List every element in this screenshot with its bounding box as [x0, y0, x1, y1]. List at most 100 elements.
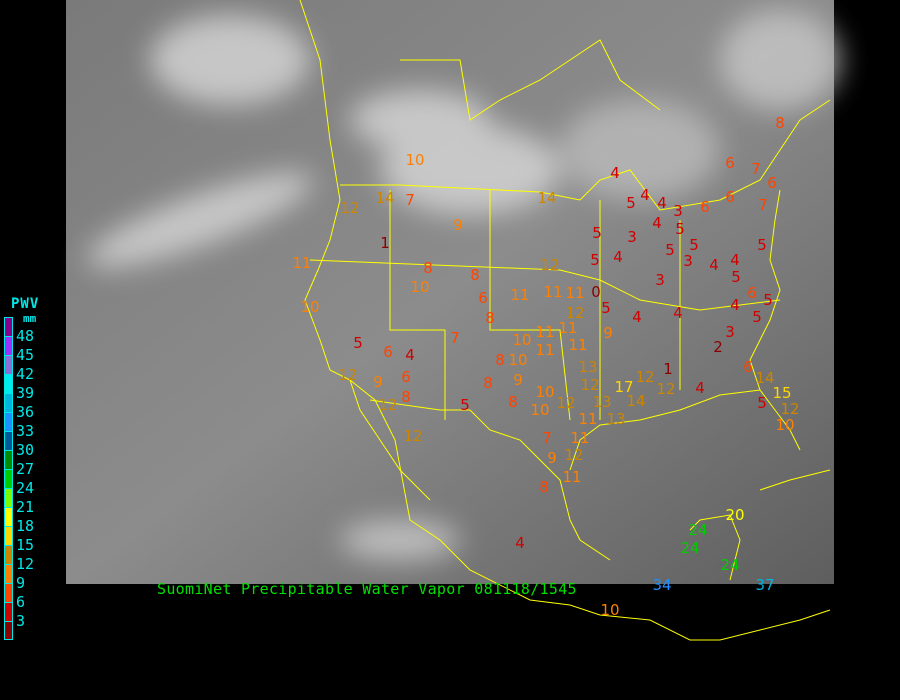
legend-swatch — [4, 355, 13, 374]
legend-label: 42 — [16, 365, 35, 383]
station-pwv-value: 12 — [340, 199, 359, 217]
station-pwv-value: 11 — [543, 283, 562, 301]
legend-swatch — [4, 393, 13, 412]
legend-swatch — [4, 450, 13, 469]
station-pwv-value: 12 — [656, 380, 675, 398]
legend-label: 18 — [16, 517, 35, 535]
station-pwv-value: 8 — [495, 351, 505, 369]
station-pwv-value: 4 — [730, 296, 740, 314]
legend-swatch — [4, 336, 13, 355]
station-pwv-value: 3 — [725, 323, 735, 341]
boundary-lines — [299, 0, 831, 641]
station-pwv-value: 13 — [606, 410, 625, 428]
legend-swatch — [4, 507, 13, 526]
station-pwv-value: 9 — [547, 449, 557, 467]
legend-label: 45 — [16, 346, 35, 364]
station-pwv-value: 15 — [772, 384, 791, 402]
station-pwv-value: 2 — [713, 338, 723, 356]
station-pwv-value: 4 — [613, 248, 623, 266]
station-pwv-value: 11 — [562, 468, 581, 486]
legend-label: 9 — [16, 574, 26, 592]
legend-swatch — [4, 526, 13, 545]
station-pwv-value: 6 — [401, 368, 411, 386]
station-pwv-value: 4 — [405, 346, 415, 364]
legend-label: 21 — [16, 498, 35, 516]
station-pwv-value: 4 — [652, 214, 662, 232]
legend-label: 27 — [16, 460, 35, 478]
legend-label: 36 — [16, 403, 35, 421]
station-pwv-value: 3 — [655, 271, 665, 289]
station-pwv-value: 11 — [578, 410, 597, 428]
station-pwv-value: 5 — [757, 236, 767, 254]
legend-title: PWV — [11, 296, 40, 312]
legend-unit: mm — [23, 312, 37, 325]
station-pwv-value: 12 — [338, 366, 357, 384]
station-pwv-value: 8 — [470, 266, 480, 284]
station-pwv-value: 5 — [689, 236, 699, 254]
station-pwv-value: 10 — [300, 298, 319, 316]
station-pwv-value: 8 — [423, 259, 433, 277]
legend-label: 48 — [16, 327, 35, 345]
station-pwv-value: 24 — [720, 556, 739, 574]
station-pwv-value: 7 — [751, 160, 761, 178]
station-pwv-value: 6 — [725, 154, 735, 172]
station-pwv-value: 8 — [401, 388, 411, 406]
station-pwv-value: 8 — [485, 309, 495, 327]
station-pwv-value: 12 — [580, 376, 599, 394]
station-pwv-value: 8 — [483, 374, 493, 392]
station-pwv-value: 13 — [592, 393, 611, 411]
legend-label: 33 — [16, 422, 35, 440]
station-pwv-value: 6 — [747, 284, 757, 302]
station-pwv-value: 11 — [568, 336, 587, 354]
station-pwv-value: 9 — [373, 373, 383, 391]
station-pwv-value: 5 — [590, 251, 600, 269]
station-pwv-value: 12 — [564, 446, 583, 464]
station-pwv-value: 3 — [673, 202, 683, 220]
station-pwv-value: 11 — [292, 254, 311, 272]
station-pwv-value: 12 — [635, 368, 654, 386]
station-pwv-value: 4 — [515, 534, 525, 552]
legend-swatch — [4, 583, 13, 602]
station-pwv-value: 11 — [570, 429, 589, 447]
station-pwv-value: 14 — [755, 369, 774, 387]
station-pwv-value: 7 — [405, 191, 415, 209]
legend-label: 39 — [16, 384, 35, 402]
station-pwv-value: 3 — [683, 252, 693, 270]
station-pwv-value: 14 — [626, 392, 645, 410]
station-pwv-value: 5 — [675, 220, 685, 238]
station-pwv-value: 10 — [512, 331, 531, 349]
legend-swatch — [4, 621, 13, 640]
station-pwv-value: 8 — [508, 393, 518, 411]
station-pwv-value: 11 — [535, 323, 554, 341]
station-pwv-value: 14 — [537, 189, 556, 207]
legend-label: 12 — [16, 555, 35, 573]
station-pwv-value: 14 — [375, 189, 394, 207]
legend-swatch — [4, 412, 13, 431]
station-pwv-value: 6 — [767, 174, 777, 192]
station-pwv-value: 5 — [752, 308, 762, 326]
station-pwv-value: 10 — [410, 278, 429, 296]
legend-swatch — [4, 431, 13, 450]
map-title: SuomiNet Precipitable Water Vapor 081118… — [157, 580, 577, 598]
station-pwv-value: 10 — [405, 151, 424, 169]
station-pwv-value: 5 — [353, 334, 363, 352]
legend-swatch — [4, 317, 13, 336]
legend-label: 3 — [16, 612, 26, 630]
station-pwv-value: 24 — [688, 521, 707, 539]
legend-swatch — [4, 469, 13, 488]
station-pwv-value: 11 — [535, 341, 554, 359]
station-pwv-value: 4 — [610, 164, 620, 182]
station-pwv-value: 9 — [453, 216, 463, 234]
legend-label: 30 — [16, 441, 35, 459]
legend-swatch — [4, 488, 13, 507]
station-pwv-value: 10 — [600, 601, 619, 619]
station-pwv-value: 10 — [535, 383, 554, 401]
station-pwv-value: 1 — [663, 360, 673, 378]
station-pwv-value: 8 — [539, 478, 549, 496]
station-pwv-value: 12 — [540, 256, 559, 274]
station-pwv-value: 10 — [508, 351, 527, 369]
station-pwv-value: 6 — [700, 198, 710, 216]
legend-label: 6 — [16, 593, 26, 611]
station-pwv-value: 6 — [478, 289, 488, 307]
legend-label: 24 — [16, 479, 35, 497]
